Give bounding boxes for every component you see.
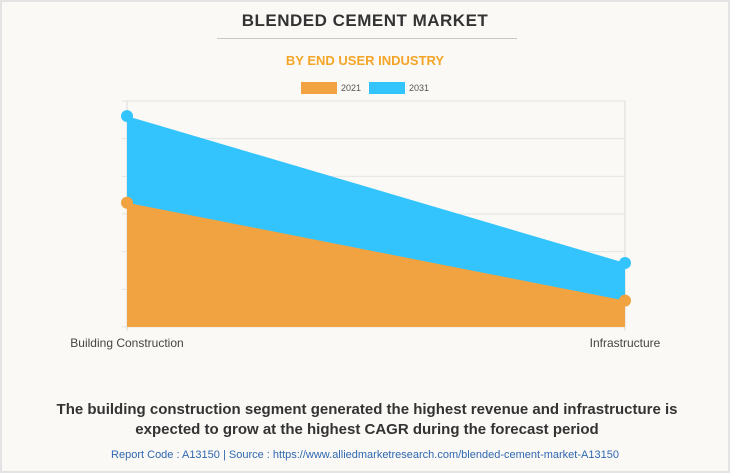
x-tick-label: Infrastructure [590, 336, 661, 350]
legend-label-2021: 2021 [340, 83, 361, 93]
source-line[interactable]: Report Code : A13150 | Source : https://… [111, 449, 619, 461]
data-point-2021 [619, 294, 631, 307]
legend-label-2031: 2031 [409, 83, 430, 93]
legend-swatch-2021 [300, 82, 337, 94]
title-divider [217, 38, 517, 39]
x-tick-label: Building Construction [70, 336, 183, 350]
area-chart: Building Construction Infrastructure [70, 100, 661, 350]
area-series-2021 [127, 202, 625, 327]
legend: 2021 2031 [2, 82, 728, 94]
data-point-2021 [121, 196, 133, 209]
legend-item-2031[interactable]: 2031 [369, 82, 429, 94]
chart-caption: The building construction segment genera… [56, 401, 678, 438]
chart-title: BLENDED CEMENT MARKET [241, 11, 489, 30]
legend-item-2021[interactable]: 2021 [300, 82, 361, 94]
data-point-2031 [619, 256, 631, 269]
chart-subtitle: BY END USER INDUSTRY [285, 53, 445, 68]
data-point-2031 [121, 110, 133, 123]
legend-swatch-2031 [369, 82, 405, 94]
